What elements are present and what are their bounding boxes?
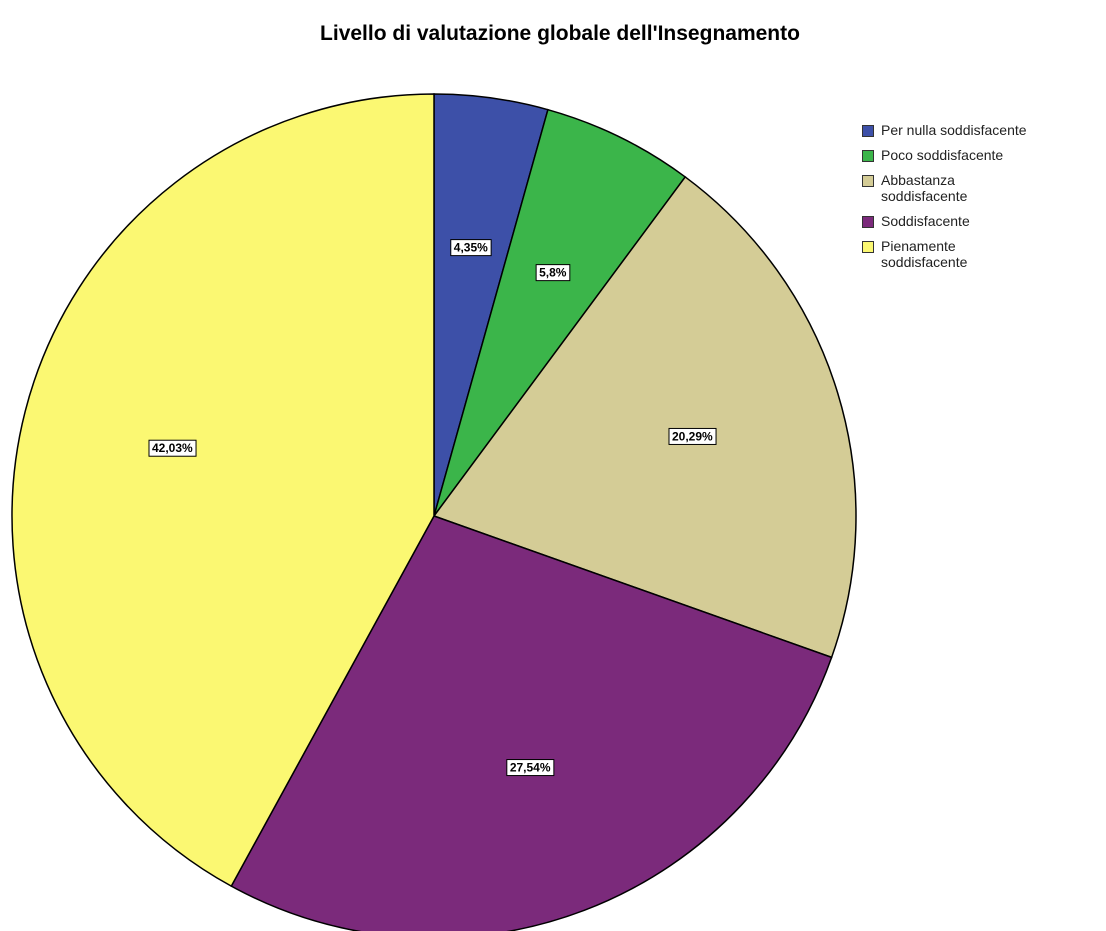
value-label: 20,29% bbox=[668, 427, 717, 445]
legend-item: Soddisfacente bbox=[862, 213, 1102, 229]
value-label-box bbox=[450, 239, 492, 257]
chart-title: Livello di valutazione globale dell'Inse… bbox=[320, 22, 800, 45]
legend-swatch bbox=[862, 150, 874, 162]
value-label-text: 42,03% bbox=[152, 441, 193, 455]
value-label: 42,03% bbox=[148, 439, 197, 457]
pie-slice bbox=[11, 93, 435, 888]
value-label-text: 5,8% bbox=[539, 266, 567, 280]
value-label: 5,8% bbox=[535, 264, 571, 282]
pie-slice bbox=[433, 108, 687, 517]
legend-swatch bbox=[862, 216, 874, 228]
legend-item: Per nulla soddisfacente bbox=[862, 122, 1102, 138]
value-label-text: 20,29% bbox=[672, 429, 713, 443]
value-label-box bbox=[535, 264, 571, 282]
pie-slice bbox=[432, 175, 857, 659]
legend-swatch bbox=[862, 125, 874, 137]
pie-slice bbox=[230, 515, 833, 931]
legend-label: Abbastanza soddisfacente bbox=[881, 172, 968, 204]
value-label: 4,35% bbox=[450, 239, 492, 257]
legend-label: Soddisfacente bbox=[881, 213, 970, 229]
legend-swatch bbox=[862, 175, 874, 187]
legend-item: Abbastanza soddisfacente bbox=[862, 172, 1102, 204]
value-label-box bbox=[148, 439, 197, 457]
legend-label: Pienamente soddisfacente bbox=[881, 238, 968, 270]
legend: Per nulla soddisfacente Poco soddisfacent… bbox=[862, 122, 1102, 279]
value-label-box bbox=[668, 427, 717, 445]
value-label: 27,54% bbox=[506, 759, 555, 777]
value-label-text: 27,54% bbox=[510, 761, 551, 775]
value-label-box bbox=[506, 759, 555, 777]
legend-label: Per nulla soddisfacente bbox=[881, 122, 1027, 138]
value-label-text: 4,35% bbox=[454, 241, 488, 255]
legend-swatch bbox=[862, 241, 874, 253]
legend-item: Poco soddisfacente bbox=[862, 147, 1102, 163]
legend-label: Poco soddisfacente bbox=[881, 147, 1004, 163]
legend-item: Pienamente soddisfacente bbox=[862, 238, 1102, 270]
